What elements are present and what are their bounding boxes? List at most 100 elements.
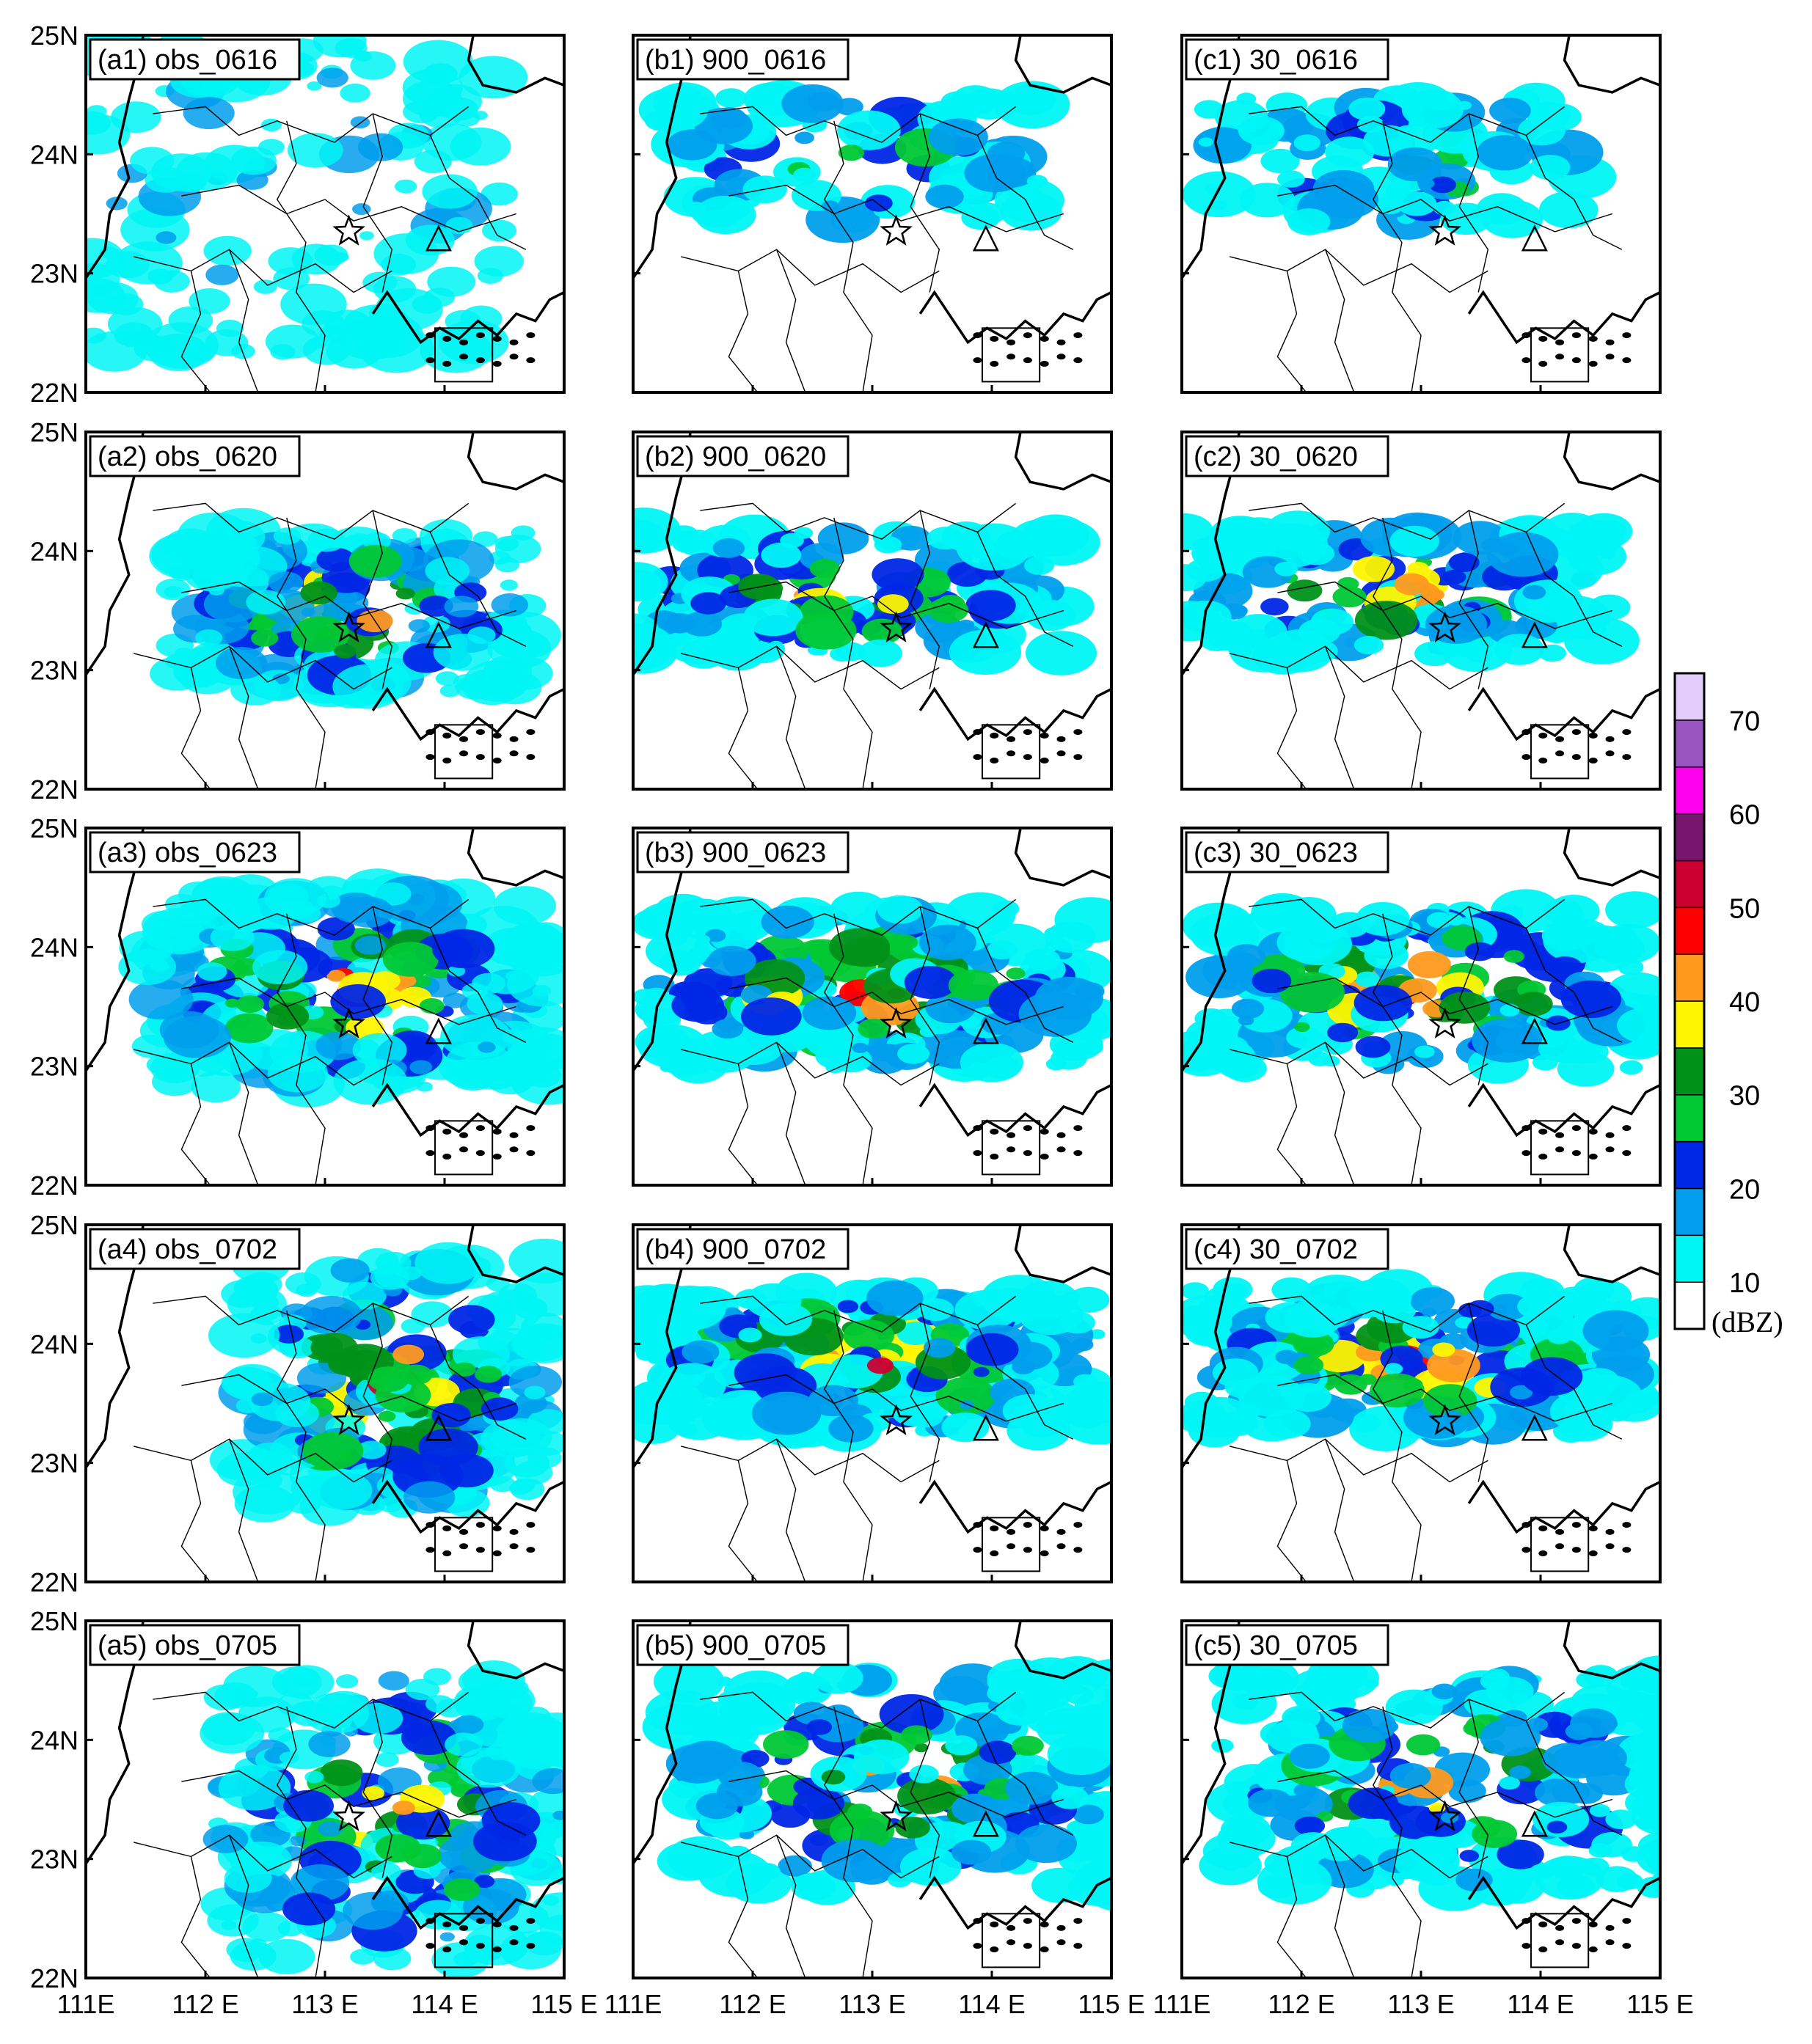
echo-cell — [87, 282, 139, 315]
echo-cell — [453, 1362, 476, 1377]
island — [1588, 335, 1598, 342]
province-boundary — [1014, 432, 1111, 491]
echo-cell — [712, 538, 745, 558]
county-boundary — [228, 249, 259, 392]
island — [1521, 729, 1531, 736]
echo-cell — [705, 928, 726, 942]
echo-cell — [274, 1325, 304, 1344]
echo-cell — [1263, 1409, 1311, 1439]
island — [1571, 357, 1581, 364]
county-boundary — [362, 510, 393, 689]
echo-cell — [1294, 1816, 1326, 1836]
county-boundary — [910, 113, 940, 293]
panel-label-box — [1185, 1228, 1389, 1270]
island — [1571, 332, 1581, 339]
coastline — [371, 1479, 564, 1534]
echo-cell — [459, 56, 528, 99]
triangle-icon — [972, 224, 999, 252]
echo-cell — [1356, 901, 1410, 936]
echo-cell — [197, 962, 227, 981]
county-boundary — [276, 120, 326, 392]
echo-cell — [500, 579, 519, 591]
island — [526, 1918, 536, 1924]
county-boundary — [1276, 271, 1307, 392]
echo-cell — [1464, 942, 1495, 961]
echo-cell — [1472, 1820, 1518, 1848]
province-boundary — [467, 1621, 564, 1679]
lon-tick-label: 113 E — [291, 1989, 358, 2019]
echo-cell — [1442, 569, 1466, 585]
echo-cell — [261, 118, 282, 132]
echo-cell — [328, 1352, 364, 1376]
echo-cell — [522, 1063, 562, 1088]
coastline — [918, 686, 1111, 741]
echo-cell — [1348, 98, 1386, 121]
colorbar-tick-label: 20 — [1729, 1174, 1760, 1205]
echo-cell — [877, 594, 909, 614]
echo-cell — [1621, 1846, 1646, 1862]
echo-cell — [1422, 1384, 1477, 1418]
echo-cell — [195, 629, 223, 647]
island — [442, 1921, 452, 1927]
echo-cell — [951, 1839, 992, 1865]
echo-cell — [378, 1410, 396, 1422]
map-boundaries — [1182, 1225, 1660, 1582]
echo-cell — [866, 1357, 894, 1374]
echo-cell — [817, 522, 869, 554]
island — [1040, 1550, 1049, 1557]
county-boundary — [362, 906, 393, 1085]
echo-cell — [904, 966, 957, 999]
lat-tick-label: 23N — [30, 1052, 78, 1082]
province-boundary — [1563, 1621, 1660, 1679]
county-boundary — [728, 977, 1064, 1025]
echo-cell — [258, 1938, 315, 1974]
colorbar-segment — [1674, 1140, 1705, 1190]
echo-cell — [1650, 1870, 1660, 1894]
echo-cell — [1059, 1311, 1095, 1334]
county-boundary — [1372, 1310, 1422, 1582]
echo-cell — [987, 142, 1026, 166]
county-boundary — [976, 928, 1074, 1043]
island — [1588, 361, 1598, 367]
echo-cell — [509, 1481, 531, 1495]
echo-cell — [1546, 956, 1583, 979]
echo-cell — [242, 1911, 291, 1942]
echo-cell — [927, 597, 968, 623]
island — [475, 1150, 485, 1157]
county-boundary — [181, 581, 517, 629]
county-boundary — [429, 1325, 527, 1440]
map-panel: (a3) obs_0623 25N 24N 23N 22N — [30, 813, 566, 1201]
echo-cell — [781, 84, 844, 123]
echo-cell — [1186, 558, 1224, 582]
echo-cell — [1193, 572, 1253, 609]
echo-cell — [343, 896, 394, 928]
island — [990, 1921, 999, 1927]
echo-cell — [231, 146, 277, 175]
panel-label-box — [89, 435, 301, 477]
panel-label: (b2) 900_0620 — [645, 442, 826, 472]
island — [1040, 1946, 1049, 1953]
island — [1538, 1921, 1548, 1927]
echo-cell — [1217, 1675, 1238, 1688]
reflectivity-field — [149, 508, 561, 709]
island — [1555, 339, 1565, 345]
echo-cell — [285, 1272, 321, 1295]
island — [1040, 758, 1049, 764]
echo-cell — [1002, 1394, 1056, 1428]
echo-cell — [1353, 636, 1384, 655]
lon-tick-label: 115 E — [1078, 1989, 1144, 2019]
echo-cell — [1580, 1424, 1601, 1437]
county-boundary — [728, 1856, 759, 1978]
island — [990, 361, 999, 367]
echo-cell — [946, 1413, 968, 1428]
island — [1555, 1132, 1565, 1138]
echo-cell — [949, 629, 1022, 675]
echo-cell — [247, 1442, 293, 1471]
echo-cell — [791, 1872, 836, 1901]
island — [1555, 1543, 1565, 1550]
echo-cell — [1645, 1842, 1660, 1872]
island — [459, 1528, 469, 1535]
panel-label: (c4) 30_0702 — [1194, 1234, 1358, 1265]
coastline — [1467, 686, 1660, 741]
island — [442, 758, 452, 764]
